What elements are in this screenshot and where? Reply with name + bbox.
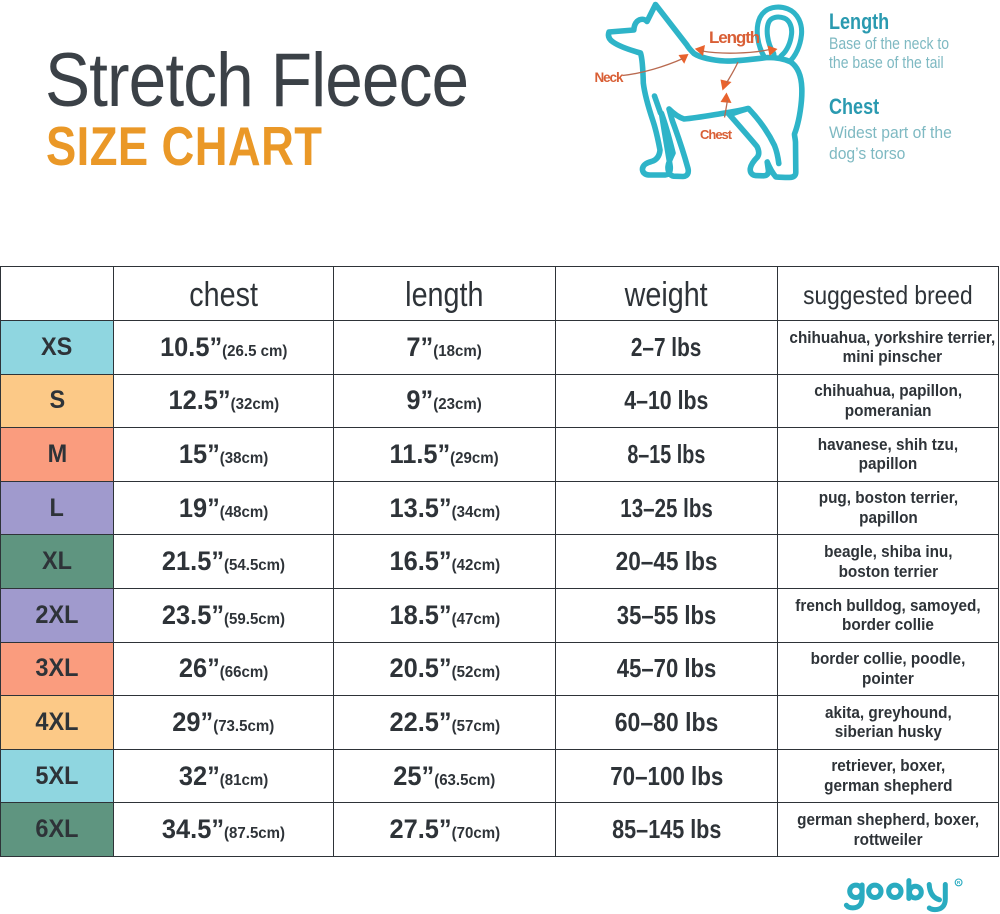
svg-text:R: R bbox=[957, 880, 961, 886]
